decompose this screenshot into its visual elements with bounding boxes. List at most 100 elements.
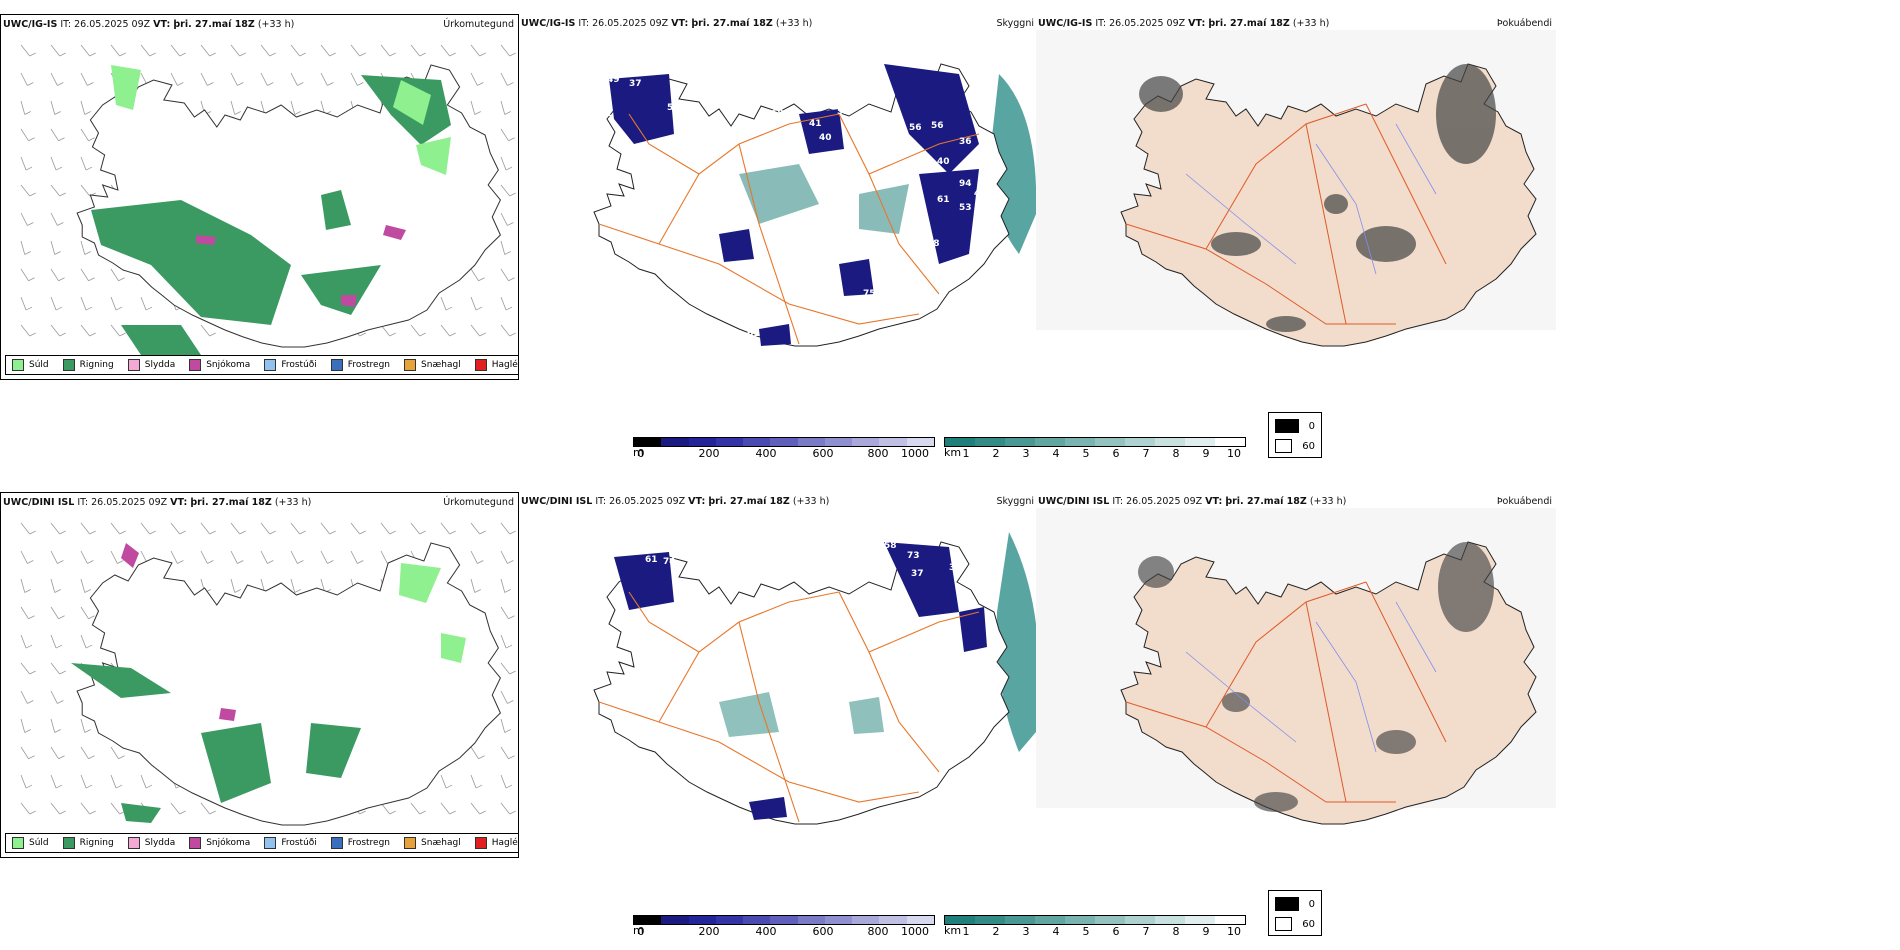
- tick: 1000: [901, 447, 929, 460]
- fog-map: [1036, 30, 1556, 347]
- height-label: 73: [907, 551, 920, 561]
- legend-item-sudd: Súld: [12, 837, 49, 849]
- height-label: 86: [614, 55, 627, 65]
- tick: 4: [1052, 447, 1060, 460]
- height-label: 52: [914, 535, 927, 545]
- precip-map: [20, 44, 516, 355]
- visibility-colorbar: [944, 915, 1246, 925]
- height-label: 80: [615, 515, 628, 525]
- tick: 600: [812, 447, 834, 460]
- tick: 600: [812, 925, 834, 938]
- tick: 1: [962, 447, 970, 460]
- legend-item-slydda: Slydda: [127, 837, 175, 849]
- height-label: 41: [969, 155, 982, 165]
- tick: 0: [637, 447, 645, 460]
- tick: 400: [755, 447, 777, 460]
- fog-legend-top: 0 60: [1268, 412, 1322, 458]
- product-name: Skyggni: [996, 496, 1034, 507]
- tick: 2: [992, 925, 1000, 938]
- height-label: 68: [771, 109, 784, 119]
- legend-item-slydda: Slydda: [127, 359, 175, 371]
- height-label: 44: [631, 535, 644, 545]
- product-name: Skyggni: [996, 18, 1034, 29]
- fog-map: [1036, 508, 1556, 825]
- panel-title: UWC/DINI ISL IT: 26.05.2025 09Z VT: þri.…: [1038, 496, 1347, 507]
- tick: 9: [1202, 447, 1210, 460]
- height-label: 91: [819, 289, 832, 299]
- tick: 6: [1112, 447, 1120, 460]
- height-label: 37: [911, 569, 924, 579]
- height-label: 53: [959, 203, 972, 213]
- panel-title: UWC/IG-IS IT: 26.05.2025 09Z VT: þri. 27…: [1038, 18, 1330, 29]
- tick: 200: [698, 447, 720, 460]
- fog-panel-top: UWC/IG-IS IT: 26.05.2025 09Z VT: þri. 27…: [1036, 14, 1556, 380]
- height-label: 36: [959, 137, 972, 147]
- precip-type-legend: Súld Rigning Slydda Snjókoma Frostúði Fr…: [5, 355, 518, 375]
- height-label: 94: [959, 179, 972, 189]
- height-label: 74: [663, 557, 676, 567]
- height-label: 75: [863, 289, 876, 299]
- legend-item-frostudi: Frostúði: [264, 837, 317, 849]
- tick: 4: [1052, 925, 1060, 938]
- precip-panel-top: UWC/IG-IS IT: 26.05.2025 09Z VT: þri. 27…: [0, 14, 519, 380]
- height-label: 62: [651, 537, 664, 547]
- precip-panel-bottom: UWC/DINI ISL IT: 26.05.2025 09Z VT: þri.…: [0, 492, 519, 858]
- visibility-unit: km: [944, 924, 962, 937]
- tick: 6: [1112, 925, 1120, 938]
- height-label: 61: [937, 195, 950, 205]
- tick: 1: [962, 925, 970, 938]
- height-label: 98: [927, 239, 940, 249]
- height-label: 68: [751, 347, 764, 357]
- legend-item-snjokoma: Snjókoma: [189, 837, 250, 849]
- height-label: 23: [824, 595, 837, 605]
- legend-item-frostregn: Frostregn: [330, 359, 390, 371]
- tick: 8: [1172, 925, 1180, 938]
- product-name: Úrkomutegund: [443, 497, 514, 508]
- height-unit: m: [633, 446, 644, 459]
- height-label: 47: [767, 369, 780, 379]
- height-colorbar: [633, 437, 935, 447]
- legend-item-frostudi: Frostúði: [264, 359, 317, 371]
- tick: 800: [867, 925, 889, 938]
- height-label: 40: [819, 133, 832, 143]
- height-label: 61: [645, 555, 658, 565]
- height-label: 46: [881, 515, 894, 525]
- height-label: 41: [809, 119, 822, 129]
- tick: 2: [992, 447, 1000, 460]
- height-label: 50: [689, 275, 702, 285]
- legend-item-rigning: Rigning: [62, 837, 114, 849]
- height-label: 39: [949, 563, 962, 573]
- height-label: 56: [909, 123, 922, 133]
- fog-legend-bottom: 0 60: [1268, 890, 1322, 936]
- panel-title: UWC/DINI ISL IT: 26.05.2025 09Z VT: þri.…: [3, 497, 312, 508]
- product-name: Úrkomutegund: [443, 19, 514, 30]
- tick: 8: [1172, 447, 1180, 460]
- height-scale-top: 0 200 400 600 800 1000: [633, 437, 935, 460]
- visibility-panel-bottom: UWC/DINI ISL IT: 26.05.2025 09Z VT: þri.…: [519, 492, 1036, 858]
- panel-title: UWC/IG-IS IT: 26.05.2025 09Z VT: þri. 27…: [3, 19, 295, 30]
- height-label: 61: [697, 247, 710, 257]
- panel-title: UWC/DINI ISL IT: 26.05.2025 09Z VT: þri.…: [521, 496, 830, 507]
- tick: 5: [1082, 925, 1090, 938]
- precip-map: [20, 522, 516, 826]
- tick: 800: [867, 447, 889, 460]
- tick: 7: [1142, 447, 1150, 460]
- legend-item-rigning: Rigning: [62, 359, 114, 371]
- product-name: Þokuábendi: [1496, 496, 1552, 507]
- height-label: 61: [747, 329, 760, 339]
- tick: 3: [1022, 925, 1030, 938]
- panel-title: UWC/IG-IS IT: 26.05.2025 09Z VT: þri. 27…: [521, 18, 813, 29]
- tick: 3: [1022, 447, 1030, 460]
- legend-item-sudd: Súld: [12, 359, 49, 371]
- tick: 400: [755, 925, 777, 938]
- tick: 200: [698, 925, 720, 938]
- tick: 7: [1142, 925, 1150, 938]
- height-label: 67: [779, 635, 792, 645]
- height-scale-bottom: 0 200 400 600 800 1000: [633, 915, 935, 938]
- height-label: 58: [884, 541, 897, 551]
- height-label: 49: [889, 123, 902, 133]
- height-label: 49: [607, 75, 620, 85]
